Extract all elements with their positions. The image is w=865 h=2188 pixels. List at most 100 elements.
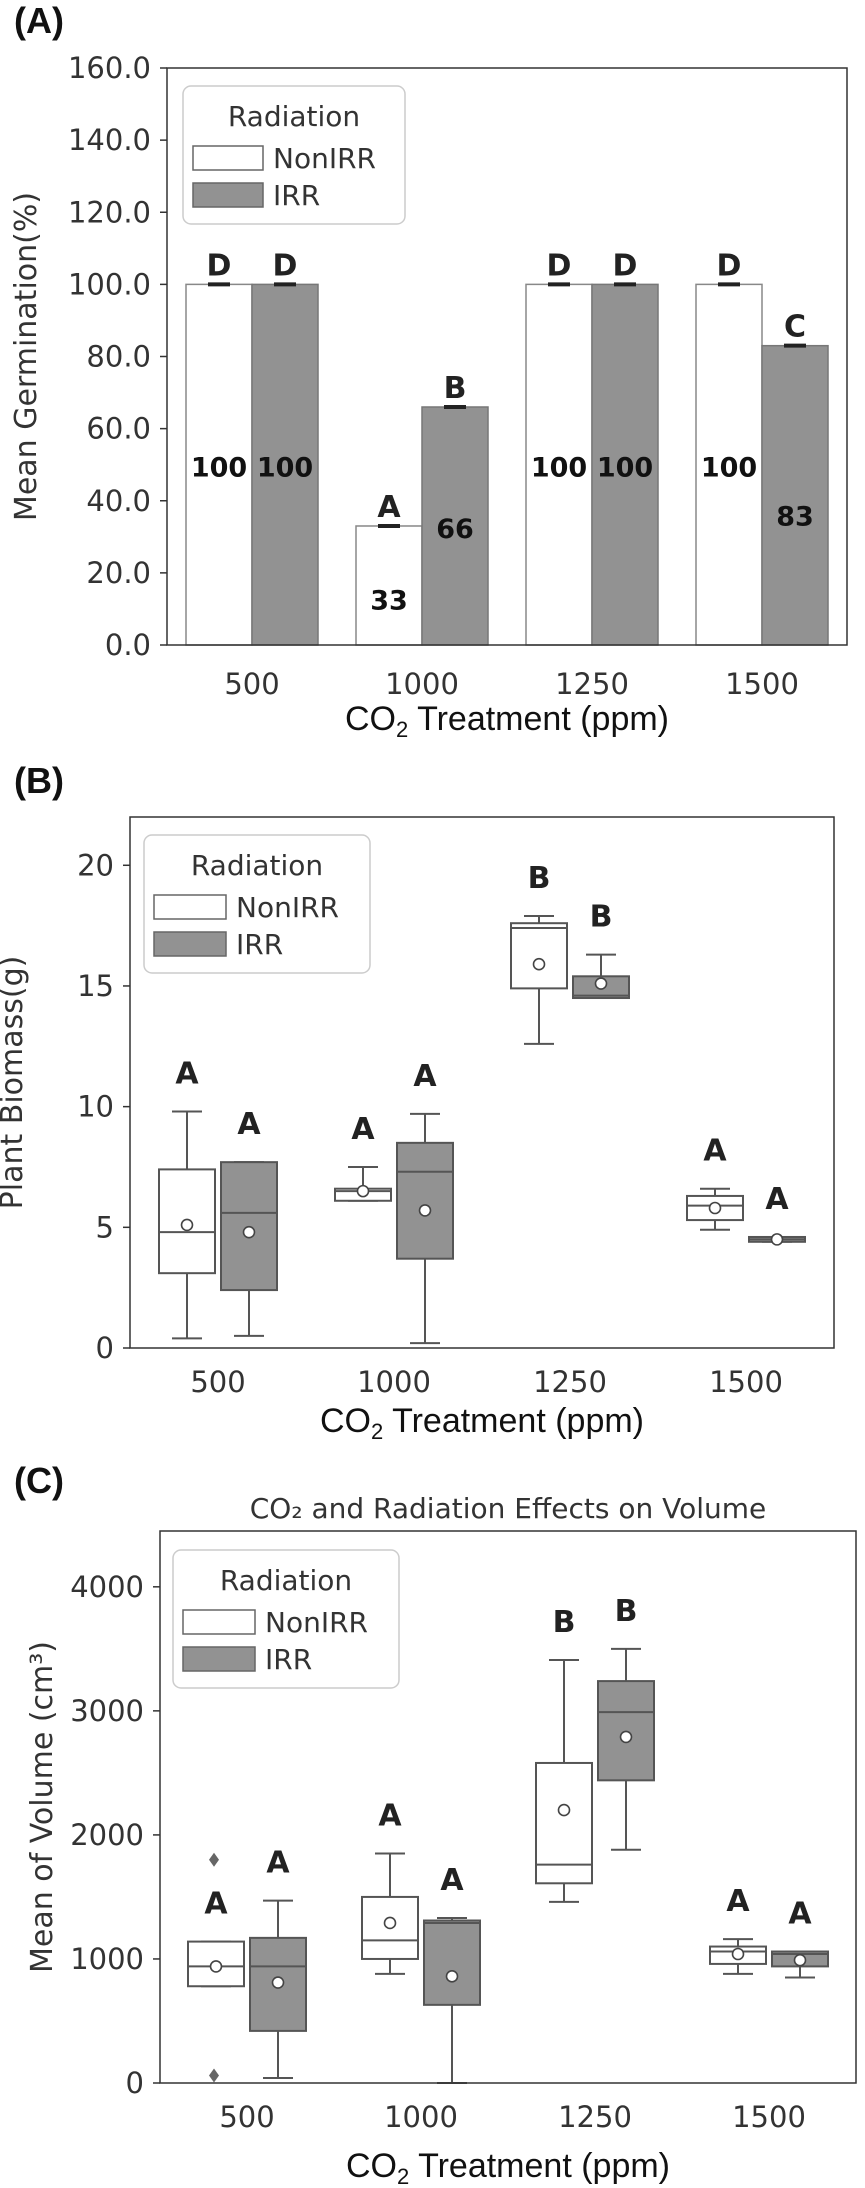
panel-a: (A) 0.0 20.0 40.0 60.0 80.0 100.0 120.0 140.0 16… — [0, 0, 865, 742]
y-tick-label: 1000 — [70, 1942, 144, 1976]
panel-b: (B) 0 5 10 15 20 Plant Biomass(g) 500 A A 1000 A A 1… — [0, 760, 865, 1450]
significance-letter: D — [273, 248, 298, 283]
y-tick-label: 140.0 — [68, 123, 151, 157]
legend-swatch-nonirr — [192, 145, 264, 171]
y-axis-label: Mean of Volume (cm³) — [25, 1641, 60, 1973]
panel-c: (C) CO₂ and Radiation Effects on Volume 0… — [0, 1460, 865, 2188]
significance-letter: D — [613, 248, 638, 283]
y-tick-label: 80.0 — [86, 340, 151, 374]
y-tick-label: 0 — [126, 2066, 144, 2100]
significance-letter: B — [615, 1594, 638, 1629]
mean-marker — [557, 1803, 571, 1817]
plot-frame — [166, 67, 848, 646]
mean-marker — [619, 1730, 633, 1744]
box-nonirr — [535, 1761, 593, 1885]
y-tick-label: 4000 — [70, 1570, 144, 1604]
bar-irr — [761, 344, 829, 646]
x-axis-label: CO2 Treatment (ppm) — [345, 700, 669, 742]
panel-b-label: (B) — [14, 760, 64, 801]
legend-label-nonirr: NonIRR — [273, 142, 376, 175]
bar-value-label: 33 — [370, 585, 408, 616]
mean-marker — [594, 977, 608, 990]
mean-marker — [271, 1976, 285, 1989]
x-tick-label: 1500 — [725, 667, 799, 701]
x-axis-label-co: CO — [345, 700, 396, 738]
plot-frame — [129, 816, 835, 1349]
x-axis-label-co: CO — [320, 1402, 371, 1440]
y-tick-label: 60.0 — [86, 412, 151, 446]
mean-marker — [793, 1953, 807, 1967]
legend-title: Radiation — [220, 1564, 352, 1597]
mean-marker — [356, 1184, 370, 1198]
y-tick-label: 100.0 — [68, 267, 151, 301]
y-tick-label: 5 — [96, 1210, 114, 1244]
y-tick-label: 20.0 — [86, 556, 151, 590]
y-axis-label: Mean Germination(%) — [9, 192, 44, 521]
x-tick-label: 500 — [190, 1365, 245, 1399]
volume-box-plot: CO₂ and Radiation Effects on Volume 0 1000… — [25, 1492, 857, 2188]
x-tick-label: 500 — [219, 2100, 274, 2134]
significance-letter: A — [788, 1897, 812, 1932]
y-tick-label: 160.0 — [68, 51, 151, 85]
legend-swatch-irr — [153, 931, 227, 957]
bar-nonirr — [695, 283, 763, 646]
legend-swatch-irr — [182, 1646, 256, 1672]
significance-letter: B — [553, 1605, 576, 1640]
bar-value-label: 100 — [191, 453, 247, 484]
bar-irr — [591, 283, 659, 646]
bar-value-label: 66 — [436, 514, 474, 545]
legend-label-nonirr: NonIRR — [265, 1606, 368, 1639]
bar-value-label: 100 — [597, 453, 653, 484]
significance-letter: D — [547, 248, 572, 283]
significance-letter: D — [717, 248, 742, 283]
x-axis-label-subscript: 2 — [397, 2164, 409, 2188]
y-tick-label: 10 — [77, 1090, 114, 1124]
significance-letter: B — [528, 861, 551, 896]
significance-letter: B — [444, 371, 467, 406]
x-tick-label: 1500 — [709, 1365, 783, 1399]
mean-marker — [209, 1960, 223, 1973]
bar-nonirr — [525, 283, 593, 646]
mean-marker — [770, 1233, 784, 1246]
chart-title: CO₂ and Radiation Effects on Volume — [250, 1492, 767, 1525]
mean-marker — [731, 1947, 745, 1961]
x-tick-label: 1000 — [384, 2100, 458, 2134]
mean-marker — [383, 1916, 397, 1930]
panel-a-label: (A) — [14, 0, 64, 41]
x-axis-label-rest: Treatment (ppm) — [383, 1402, 644, 1440]
significance-letter: A — [351, 1112, 375, 1147]
x-axis-label-rest: Treatment (ppm) — [409, 2147, 670, 2185]
y-tick-label: 20 — [77, 848, 114, 882]
significance-letter: A — [237, 1107, 261, 1142]
x-tick-label: 500 — [224, 667, 279, 701]
box-irr — [396, 1141, 454, 1260]
box-nonirr — [686, 1194, 744, 1222]
significance-letter: A — [413, 1059, 437, 1094]
legend-title: Radiation — [228, 100, 360, 133]
legend-swatch-nonirr — [153, 894, 227, 920]
bar-value-label: 100 — [531, 453, 587, 484]
legend-label-irr: IRR — [273, 179, 320, 212]
y-tick-label: 0 — [96, 1331, 114, 1365]
mean-marker — [180, 1218, 194, 1232]
mean-marker — [242, 1225, 256, 1239]
mean-marker — [418, 1204, 432, 1217]
biomass-box-plot: 0 5 10 15 20 Plant Biomass(g) 500 A A 1000 A A 1250 B… — [0, 816, 835, 1444]
mean-marker — [532, 957, 546, 971]
bar-value-label: 100 — [257, 453, 313, 484]
box-nonirr — [510, 922, 568, 990]
significance-letter: A — [378, 1799, 402, 1834]
bar-nonirr — [185, 283, 253, 646]
legend-label-nonirr: NonIRR — [236, 891, 339, 924]
x-axis-label: CO2 Treatment (ppm) — [346, 2147, 670, 2188]
x-tick-label: 1250 — [533, 1365, 607, 1399]
significance-letter: A — [204, 1887, 228, 1922]
y-tick-label: 15 — [77, 969, 114, 1003]
x-tick-label: 1250 — [555, 667, 629, 701]
x-tick-label: 1000 — [385, 667, 459, 701]
y-axis-label: Plant Biomass(g) — [0, 956, 30, 1210]
y-tick-label: 120.0 — [68, 195, 151, 229]
bar-irr — [251, 283, 319, 646]
y-tick-label: 40.0 — [86, 484, 151, 518]
significance-letter: B — [590, 900, 613, 935]
